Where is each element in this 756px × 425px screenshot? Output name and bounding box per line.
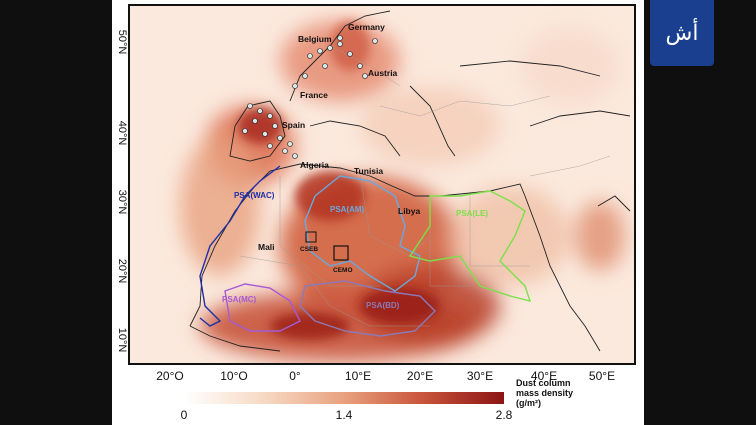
label-belgium: Belgium (298, 34, 332, 44)
station-markers (242, 35, 378, 159)
coastlines (189, 10, 631, 352)
label-psa-bd: PSA(BD) (366, 301, 400, 310)
figure-frame: Germany Belgium Austria France Spain Alg… (112, 0, 644, 425)
colorbar-mid-label: 1.4 (335, 408, 353, 422)
label-cemo: CEMO (333, 267, 353, 274)
logo-text: أش (665, 21, 699, 46)
colorbar-min-label: 0 (180, 408, 188, 422)
label-tunisia: Tunisia (354, 166, 383, 176)
lon-tick-20w: 20°O (156, 369, 184, 383)
label-psa-mc: PSA(MC) (222, 295, 257, 304)
lon-tick-0: 0° (289, 369, 301, 383)
label-cseb: CSEB (300, 246, 318, 253)
label-france: France (300, 90, 328, 100)
site-logo: أش (650, 0, 714, 66)
lat-tick-30n: 30°N (116, 189, 128, 215)
psa-le-contour (408, 190, 532, 302)
colorbar-title-line3: (g/m²) (516, 398, 541, 408)
psa-am-contour (304, 175, 421, 292)
lon-tick-10w: 10°O (220, 369, 248, 383)
lat-tick-50n: 50°N (116, 29, 128, 55)
lon-tick-40e: 40°E (530, 369, 558, 383)
lat-tick-20n: 20°N (116, 258, 128, 284)
map-canvas: Germany Belgium Austria France Spain Alg… (180, 10, 631, 361)
dust-heat-layer (180, 21, 625, 361)
label-libya: Libya (398, 206, 420, 216)
label-psa-le: PSA(LE) (456, 209, 488, 218)
label-germany: Germany (348, 22, 385, 32)
psa-mc-contour (224, 283, 301, 332)
lon-tick-30e: 30°E (466, 369, 494, 383)
lon-tick-50e: 50°E (588, 369, 616, 383)
label-psa-am: PSA(AM) (330, 205, 365, 214)
colorbar-title-line1: Dust column (516, 378, 571, 388)
lon-tick-10e: 10°E (344, 369, 372, 383)
lon-tick-20e: 20°E (406, 369, 434, 383)
label-algeria: Algeria (300, 160, 329, 170)
region-contours (199, 165, 532, 337)
lat-tick-40n: 40°N (116, 120, 128, 146)
colorbar-max-label: 2.8 (495, 408, 513, 422)
cemo-site-box (333, 245, 349, 261)
colorbar-title: Dust column mass density (g/m²) (516, 378, 573, 408)
cseb-site-box (305, 231, 317, 243)
colorbar (184, 392, 504, 404)
label-spain: Spain (282, 120, 305, 130)
psa-bd-contour (299, 280, 436, 337)
dust-density-map: Germany Belgium Austria France Spain Alg… (128, 4, 636, 365)
label-mali: Mali (258, 242, 275, 252)
label-austria: Austria (368, 68, 398, 78)
psa-wac-contour (199, 165, 281, 327)
lat-tick-10n: 10°N (116, 327, 128, 353)
colorbar-title-line2: mass density (516, 388, 574, 398)
label-psa-wac: PSA(WAC) (234, 191, 275, 200)
